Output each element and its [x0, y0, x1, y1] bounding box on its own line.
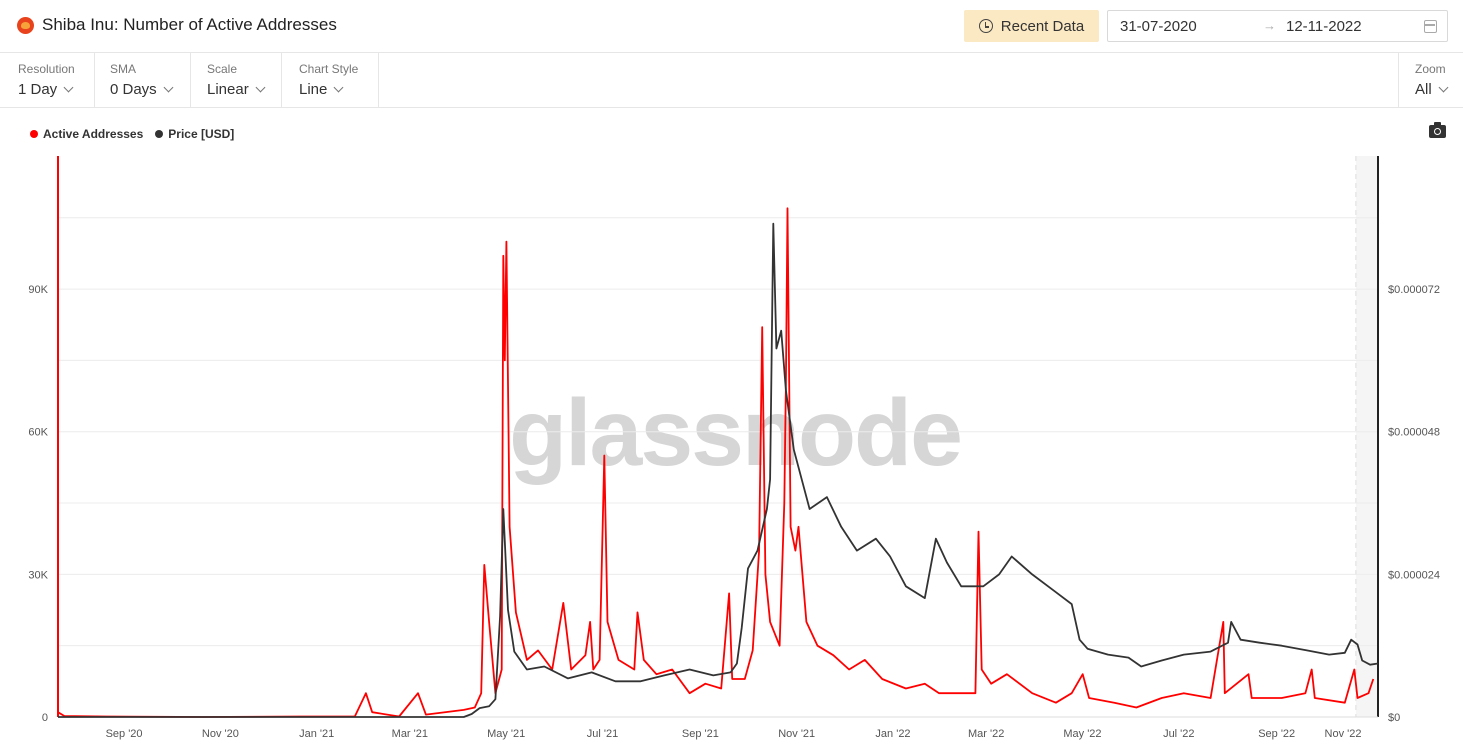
controls-bar: Resolution 1 Day SMA 0 Days Scale Linear… — [0, 53, 1463, 108]
resolution-dropdown[interactable]: Resolution 1 Day — [0, 53, 95, 107]
recent-data-label: Recent Data — [1000, 17, 1085, 35]
start-date[interactable]: 31-07-2020 — [1120, 18, 1197, 35]
x-tick-label: May '21 — [487, 728, 525, 740]
x-tick-label: Jan '22 — [875, 728, 910, 740]
legend-dot-icon — [30, 130, 38, 138]
x-tick-label: Sep '20 — [106, 728, 143, 740]
shiba-inu-logo-icon — [17, 17, 34, 34]
y-right-tick-label: $0 — [1388, 712, 1400, 724]
active-addresses-line — [57, 207, 1375, 718]
y-right-tick-label: $0.000024 — [1388, 569, 1440, 581]
resolution-value: 1 Day — [18, 81, 74, 98]
y-right-tick-label: $0.000072 — [1388, 284, 1440, 296]
camera-icon[interactable] — [1429, 122, 1446, 138]
page-title: Shiba Inu: Number of Active Addresses — [42, 15, 337, 34]
x-tick-label: May '22 — [1063, 728, 1101, 740]
x-tick-label: Jan '21 — [299, 728, 334, 740]
scale-label: Scale — [207, 62, 238, 76]
arrow-right-icon: → — [1263, 18, 1276, 33]
y-left-tick-label: 0 — [42, 712, 48, 724]
clock-icon — [978, 19, 993, 33]
x-tick-label: Nov '20 — [202, 728, 239, 740]
legend-item-price[interactable]: Price [USD] — [155, 127, 234, 141]
chevron-down-icon — [255, 82, 266, 93]
x-tick-label: Mar '21 — [392, 728, 428, 740]
x-tick-label: Mar '22 — [968, 728, 1004, 740]
calendar-icon[interactable] — [1424, 20, 1437, 33]
chart-area: glassnode 0 30K 60K 90K $0 $0.000024 $0.000048… — [28, 156, 1440, 740]
sma-value: 0 Days — [110, 81, 174, 98]
zoom-dropdown[interactable]: Zoom All — [1398, 53, 1463, 107]
chart-style-label: Chart Style — [299, 62, 359, 76]
sma-dropdown[interactable]: SMA 0 Days — [92, 53, 191, 107]
x-tick-label: Jul '21 — [587, 728, 618, 740]
x-tick-label: Jul '22 — [1163, 728, 1194, 740]
x-tick-label: Nov '22 — [1325, 728, 1362, 740]
sma-label: SMA — [110, 62, 137, 76]
end-date[interactable]: 12-11-2022 — [1286, 18, 1362, 35]
recent-data-button[interactable]: Recent Data — [964, 10, 1099, 42]
x-tick-label: Nov '21 — [778, 728, 815, 740]
legend-label: Price [USD] — [168, 127, 235, 141]
y-left-tick-label: 60K — [28, 427, 48, 439]
resolution-label: Resolution — [18, 62, 75, 76]
recent-region-shade — [1355, 156, 1378, 717]
chevron-down-icon — [333, 82, 344, 93]
date-range-picker[interactable]: 31-07-2020 → 12-11-2022 — [1107, 10, 1448, 42]
zoom-value: All — [1415, 81, 1449, 98]
chevron-down-icon — [1438, 82, 1449, 93]
chart-style-dropdown[interactable]: Chart Style Line — [281, 53, 379, 107]
x-tick-label: Sep '22 — [1258, 728, 1295, 740]
chart-legend: Active Addresses Price [USD] — [30, 127, 234, 141]
scale-value: Linear — [207, 81, 266, 98]
price-line — [58, 222, 1379, 718]
chevron-down-icon — [63, 82, 74, 93]
legend-item-active-addresses[interactable]: Active Addresses — [30, 127, 143, 141]
chart-style-value: Line — [299, 81, 344, 98]
legend-dot-icon — [155, 130, 164, 138]
zoom-label: Zoom — [1415, 62, 1446, 76]
watermark: glassnode — [509, 380, 961, 486]
x-tick-label: Sep '21 — [682, 728, 719, 740]
chevron-down-icon — [163, 82, 174, 93]
header-bar: Shiba Inu: Number of Active Addresses Re… — [0, 0, 1463, 53]
y-left-tick-label: 30K — [28, 569, 48, 581]
y-left-tick-label: 90K — [28, 284, 48, 296]
y-right-tick-label: $0.000048 — [1388, 427, 1440, 439]
scale-dropdown[interactable]: Scale Linear — [189, 53, 282, 107]
legend-label: Active Addresses — [43, 127, 144, 141]
